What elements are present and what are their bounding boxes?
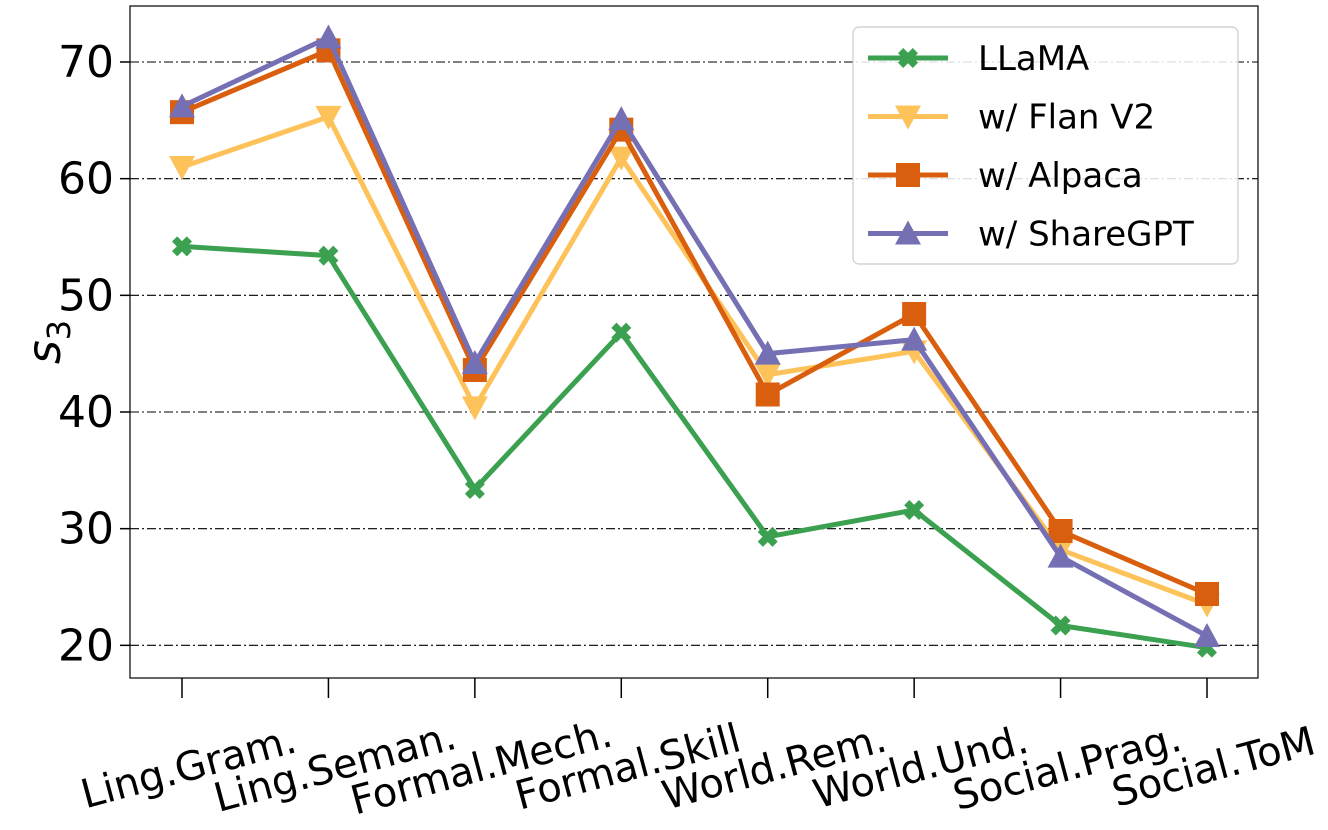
series-2-point-6 — [1048, 519, 1073, 543]
legend-marker-2 — [896, 163, 920, 187]
series-0-point-3 — [611, 322, 632, 343]
series-0-point-2 — [464, 479, 485, 499]
y-axis-label-subscript: 3 — [40, 320, 78, 340]
legend-label-1: w/ Flan V2 — [978, 98, 1155, 138]
series-line-3 — [180, 35, 1209, 639]
y-axis-label-main: s — [17, 340, 71, 364]
series-3-point-6 — [1047, 543, 1074, 568]
legend-marker-1 — [895, 105, 921, 130]
series-2-point-4 — [755, 382, 780, 407]
series-1-point-1 — [315, 105, 342, 130]
series-3-point-3 — [608, 106, 635, 131]
legend-label-0: LLaMA — [978, 39, 1089, 79]
series-line-2 — [181, 47, 1208, 597]
series-1-point-2 — [461, 396, 488, 421]
y-tick-label-20: 20 — [58, 620, 114, 671]
series-3-point-1 — [315, 24, 342, 49]
series-3-point-0 — [169, 93, 195, 118]
legend-label-2: w/ Alpaca — [978, 156, 1143, 196]
series-line-0 — [181, 243, 1208, 651]
y-tick-label-70: 70 — [58, 37, 114, 88]
series-3-point-4 — [754, 340, 781, 365]
y-axis-label: s3 — [17, 320, 78, 364]
legend: LLaMA w/ Flan V2 w/ Alpaca w/ ShareGPT — [852, 26, 1239, 265]
y-tick-label-60: 60 — [58, 154, 114, 205]
series-1-point-3 — [608, 146, 635, 171]
series-3-point-5 — [901, 326, 928, 351]
legend-label-3: w/ ShareGPT — [978, 215, 1194, 255]
y-tick-label-30: 30 — [58, 504, 114, 555]
series-3-point-2 — [461, 350, 488, 374]
series-2-point-5 — [902, 302, 927, 326]
series-1-point-4 — [754, 363, 781, 388]
series-group — [169, 24, 1220, 658]
legend-box — [852, 26, 1239, 265]
series-0-point-6 — [1050, 615, 1071, 636]
series-0-point-5 — [904, 500, 925, 520]
y-tick-label-40: 40 — [58, 387, 114, 438]
series-3-point-7 — [1194, 623, 1220, 647]
legend-marker-3 — [895, 220, 921, 245]
series-0-point-0 — [172, 236, 192, 257]
series-3 — [169, 24, 1220, 647]
series-0 — [172, 236, 1217, 658]
y-tick-label-50: 50 — [58, 270, 114, 321]
legend-marker-0 — [898, 48, 918, 68]
plot-frame — [129, 5, 1259, 679]
series-2-point-7 — [1195, 582, 1219, 606]
series-1-point-0 — [169, 156, 195, 180]
series-0-point-4 — [757, 526, 778, 547]
series-0-point-1 — [318, 245, 339, 266]
